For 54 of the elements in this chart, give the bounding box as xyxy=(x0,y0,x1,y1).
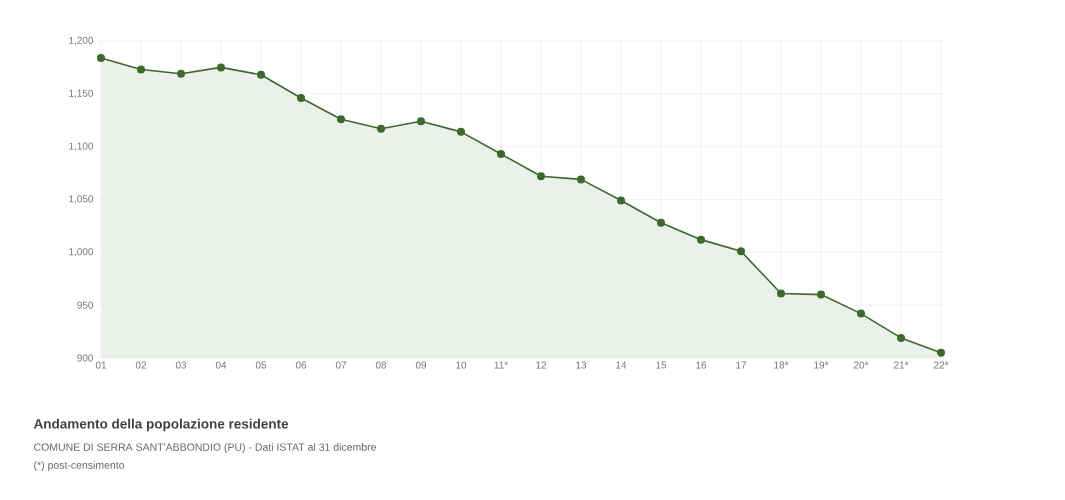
x-tick-label: 17 xyxy=(736,361,747,369)
x-tick-label: 10 xyxy=(456,361,467,369)
x-tick-label: 07 xyxy=(335,361,347,369)
point xyxy=(297,94,306,103)
point xyxy=(377,124,386,133)
point xyxy=(217,63,226,72)
point xyxy=(697,235,705,244)
point xyxy=(137,65,146,74)
x-tick-label: 16 xyxy=(696,361,707,369)
text: Andamento della popolazione residente xyxy=(33,418,289,432)
point xyxy=(497,150,506,159)
x-tick-label: 20* xyxy=(854,361,869,369)
y-tick-label: 1,000 xyxy=(69,248,94,257)
x-tick-label: 09 xyxy=(415,361,427,369)
x-tick-label: 04 xyxy=(215,361,227,369)
y-tick-label: 1,050 xyxy=(69,195,94,204)
x-tick-label: 03 xyxy=(175,361,187,369)
point xyxy=(417,117,426,126)
x-tick-label: 18* xyxy=(774,361,789,369)
x-tick-label: 12 xyxy=(536,361,547,369)
point xyxy=(617,196,626,205)
y-tick-label: 1,200 xyxy=(69,36,94,46)
y-tick-label: 1,100 xyxy=(69,142,94,151)
point xyxy=(817,290,825,299)
x-tick-label: 21* xyxy=(894,361,909,369)
x-tick-label: 01 xyxy=(95,361,107,369)
point xyxy=(577,175,586,184)
x-tick-label: 11* xyxy=(494,361,508,369)
point xyxy=(897,333,905,342)
x-tick-label: 14 xyxy=(616,361,627,369)
x-tick-label: 08 xyxy=(375,361,387,369)
point xyxy=(537,172,546,181)
point xyxy=(657,218,666,227)
point xyxy=(937,348,945,357)
point xyxy=(177,69,186,78)
point xyxy=(457,127,466,136)
point xyxy=(257,70,266,79)
point xyxy=(737,247,745,256)
x-tick-label: 06 xyxy=(295,361,307,369)
x-tick-label: 15 xyxy=(656,361,667,369)
x-tick-label: 22* xyxy=(934,361,949,369)
x-tick-label: 19* xyxy=(814,361,829,369)
point xyxy=(777,289,785,298)
x-tick-label: 05 xyxy=(255,361,267,369)
text: (*) post-censimento xyxy=(34,461,125,471)
text: COMUNE DI SERRA SANT'ABBONDIO (PU) - Dati ISTAT al 31 dicembre xyxy=(34,443,376,453)
x-tick-label: 13 xyxy=(576,361,587,369)
point xyxy=(337,115,346,124)
point xyxy=(97,53,106,62)
x-tick-label: 02 xyxy=(135,361,147,369)
y-tick-label: 950 xyxy=(77,301,94,309)
y-tick-label: 900 xyxy=(77,354,94,362)
y-tick-label: 1,150 xyxy=(69,89,94,98)
point xyxy=(857,309,865,318)
